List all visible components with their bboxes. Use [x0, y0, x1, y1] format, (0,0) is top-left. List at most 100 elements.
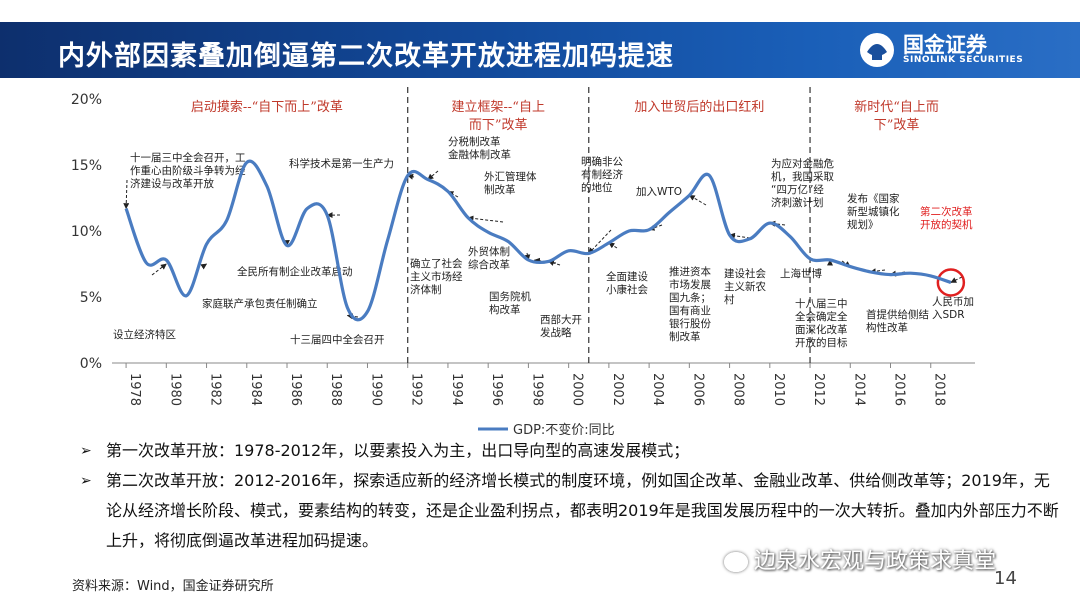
annotation-line: 机，我国采取: [771, 170, 834, 183]
annotation-line: 科学技术是第一生产力: [289, 157, 394, 170]
annotation-line: 人民币加: [932, 296, 974, 308]
y-tick-label: 0%: [80, 356, 102, 372]
annotation-line: 主义市场经: [410, 270, 463, 283]
annotation-label: 外汇管理体制改革: [484, 170, 537, 196]
x-tick-label: 1982: [208, 373, 223, 406]
annotation-label: 首提供给侧结构性改革: [866, 308, 929, 334]
axis-layer: 0% 5% 10% 15% 20% 1978 1980 1982 1984 1986 1988 199…: [71, 92, 975, 406]
highlight-circle: [936, 268, 966, 297]
annotation-line: 金融体制改革: [448, 148, 511, 161]
header: 内外部因素叠加倒逼第二次改革开放进程加码提速 国金证券 SINOLINK SEC…: [0, 0, 1080, 85]
phase-label: 加入世贸后的出口红利: [634, 99, 764, 115]
annotation-line: 有制经济: [581, 168, 623, 181]
annotation-arrow: [427, 170, 439, 180]
annotation-line: 银行股份: [669, 317, 711, 330]
annotation-arrow: [151, 263, 167, 276]
note-second-reform: ➢ 第二次改革开放：2012-2016年，探索适应新的经济增长模式的制度环境，例…: [80, 466, 1060, 556]
annotation-label: 建设社会主义新农村: [724, 267, 766, 306]
phase-label: 建立框架--“自上而下”改革: [452, 100, 545, 133]
annotation-line: 新型城镇化: [847, 205, 900, 218]
annotation-arrow: [950, 276, 963, 283]
page-title: 内外部因素叠加倒逼第二次改革开放进程加码提速: [58, 41, 674, 72]
source-note: 资料来源：Wind，国金证券研究所: [72, 579, 274, 594]
bullet-arrow-icon: ➢: [80, 443, 92, 459]
x-tick-label: 2014: [851, 373, 866, 406]
series-layer: [124, 159, 952, 322]
brand-logo: 国金证券 SINOLINK SECURITIES: [855, 27, 1055, 73]
legend-label: GDP:不变价:同比: [513, 422, 615, 435]
x-tick-label: 2018: [932, 373, 947, 406]
annotation-line: 全会确定全: [795, 310, 848, 323]
y-tick-label: 20%: [71, 92, 102, 108]
x-tick-label: 1980: [167, 373, 182, 406]
phase-label: 启动摸索--“自下而上”改革: [191, 100, 343, 115]
annotation-line: 村: [724, 293, 735, 306]
annotation-line: 分税制改革: [448, 135, 501, 148]
x-tick-label: 1988: [328, 373, 343, 406]
x-tick-label: 1992: [409, 373, 424, 406]
annotation-label: 全面建设小康社会: [606, 270, 648, 296]
watermark-text: 边泉水宏观与政策求真堂: [754, 549, 997, 574]
x-tick-label: 1986: [288, 373, 303, 406]
annotation-line: 十一届三中全会召开，工: [130, 151, 246, 164]
annotation-line: 建设社会: [724, 267, 766, 280]
x-tick-label: 2012: [811, 373, 826, 406]
annotation-line: 济建设与改革开放: [130, 177, 214, 190]
x-tick-label: 1998: [529, 373, 544, 406]
phase-label-line: 建立框架--“自上: [452, 100, 545, 115]
annotation-line: 济体制: [410, 283, 442, 296]
page-number: 14: [994, 568, 1017, 589]
x-tick-label: 1978: [127, 373, 142, 406]
annotation-line: 国九条；: [669, 291, 711, 304]
logo-text-cn: 国金证券: [903, 33, 987, 57]
annotation-label: 十八届三中全会确定全面深化改革开放的目标: [795, 297, 848, 349]
annotation-label: 加入WTO: [636, 186, 682, 198]
annotation-line: 入SDR: [932, 309, 965, 321]
annotation-arrow: [123, 179, 130, 210]
annotation-arrow: [588, 229, 612, 254]
logo-text-en: SINOLINK SECURITIES: [903, 55, 1024, 65]
annotation-line: “四万亿”经: [771, 183, 824, 196]
annotation-line: 外贸体制: [468, 245, 510, 258]
y-tick-label: 5%: [80, 290, 102, 306]
logo-icon: [860, 33, 894, 67]
annotation-line: 作重心由阶级斗争转为经: [130, 164, 246, 177]
annotation-label: 十三届四中全会召开: [290, 333, 385, 346]
annotation-label: 设立经济特区: [113, 328, 176, 341]
x-tick-label: 1996: [489, 373, 504, 406]
annotation-line: 上海世博: [780, 267, 822, 280]
annotation-label: 外贸体制综合改革: [468, 245, 510, 271]
annotation-line: 开放的目标: [795, 336, 848, 349]
annotation-label: 西部大开发战略: [540, 313, 582, 339]
annotation-line: 国务院机: [489, 290, 531, 303]
annotation-arrow: [608, 242, 618, 249]
annotation-label: 第二次改革开放的契机: [920, 205, 973, 231]
annotation-label: 确立了社会主义市场经济体制: [410, 257, 463, 296]
y-tick-label: 10%: [71, 224, 102, 240]
annotation-label: 人民币加入SDR: [932, 296, 974, 321]
annotation-line: 开放的契机: [920, 218, 973, 231]
x-tick-label: 2016: [892, 373, 907, 406]
annotation-line: 的地位: [581, 181, 613, 194]
annotation-line: 十三届四中全会召开: [290, 333, 385, 346]
annotation-arrow: [728, 232, 751, 239]
annotation-line: 综合改革: [468, 258, 510, 271]
wechat-icon: [724, 552, 748, 572]
annotation-line: 推进资本: [669, 265, 711, 278]
phase-label-line: 而下”改革: [469, 118, 528, 133]
annotation-line: 发布《国家: [847, 192, 900, 205]
annotation-arrow: [200, 263, 208, 270]
note-first-reform: ➢ 第一次改革开放：1978-2012年，以要素投入为主，出口导向型的高速发展模…: [80, 436, 1060, 466]
annotation-line: 规划》: [847, 218, 879, 231]
annotation-label: 全民所有制企业改革启动: [237, 265, 353, 278]
annotation-label: 分税制改革金融体制改革: [448, 135, 511, 161]
legend: GDP:不变价:同比: [478, 422, 615, 435]
x-tick-label: 1984: [248, 373, 263, 406]
annotation-label: 明确非公有制经济的地位: [581, 155, 623, 194]
annotation-label: 发布《国家新型城镇化规划》: [847, 192, 900, 231]
annotation-line: 确立了社会: [410, 257, 463, 270]
y-tick-label: 15%: [71, 158, 102, 174]
annotation-line: 济刺激计划: [771, 196, 824, 209]
annotation-line: 外汇管理体: [484, 170, 537, 183]
